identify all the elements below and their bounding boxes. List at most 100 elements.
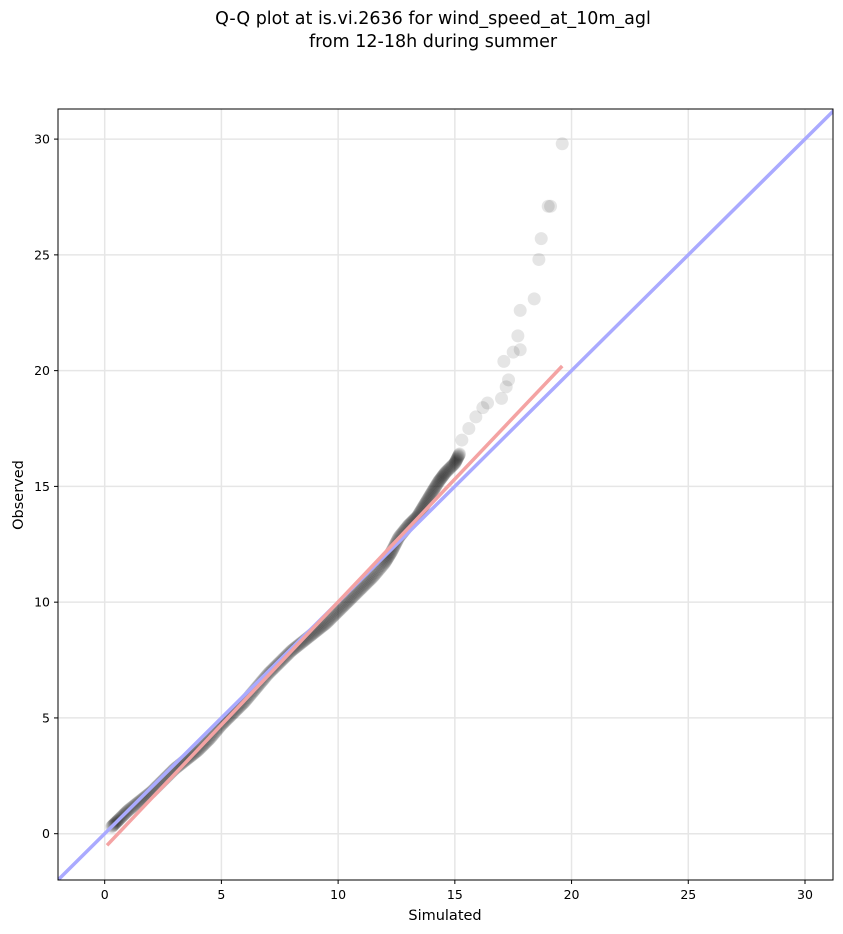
qq-tail-point [555,137,569,151]
qq-tail-point [544,199,558,213]
qq-tail-point [495,391,509,405]
qq-point [339,596,353,610]
qq-point [435,470,449,484]
qq-point [356,580,370,594]
qq-point [433,473,447,487]
qq-point [440,464,454,478]
qq-tail-point [481,396,495,410]
qq-point [443,461,457,475]
qq-point [431,475,445,489]
qq-point [367,568,381,582]
y-tick-label: 30 [34,132,50,147]
qq-point [347,588,361,602]
qq-point [344,592,358,606]
qq-point [441,463,455,477]
qq-point [452,449,466,463]
qq-point [444,460,458,474]
qq-point [439,465,453,479]
qq-point [342,594,356,608]
qq-point [330,606,344,620]
qq-point [358,578,372,592]
qq-tail-point [502,373,516,387]
qq-point [439,466,452,480]
qq-point [424,486,438,500]
qq-tail-point [534,232,548,246]
qq-point [364,572,378,586]
qq-point [366,570,380,584]
qq-point [449,453,463,467]
qq-tail-point [506,345,520,359]
x-tick-label: 15 [447,887,463,902]
identity-line [58,109,833,880]
grid-layer [58,109,833,880]
x-tick-label: 0 [101,887,109,902]
qq-point [447,457,461,471]
qq-tail-point [476,401,490,415]
qq-point [425,485,439,499]
qq-tail-point [527,292,541,306]
qq-point [451,450,465,464]
x-tick-label: 25 [680,887,696,902]
qq-tail-point [499,380,513,394]
qq-point [450,452,464,466]
qq-tail-point [511,329,525,343]
qq-point [352,584,366,598]
qq-tail-point [541,199,555,213]
qq-point [437,467,451,481]
qq-point [426,484,440,498]
x-tick-label: 10 [330,887,346,902]
qq-point [429,478,443,492]
qq-point [336,600,350,614]
qq-point [442,462,456,476]
qq-point [345,591,359,605]
qq-point [343,593,357,607]
ticks-layer: 0 5 10 15 20 25 30 0 5 10 15 20 25 30 [34,132,813,902]
qq-point [445,459,459,473]
y-tick-label: 15 [34,479,50,494]
qq-point [335,601,349,615]
lines-layer [58,109,833,880]
qq-point [351,585,365,599]
qq-point [328,608,342,622]
qq-point [349,587,363,601]
qq-point [452,448,466,462]
x-axis-label: Simulated [408,908,481,924]
x-tick-label: 20 [564,887,580,902]
qq-tail-point [469,410,483,424]
qq-point [436,468,450,482]
qq-point [354,581,368,595]
qq-point [434,472,448,486]
qq-tail-point [462,422,476,436]
qq-point [427,483,441,497]
qq-point [357,579,371,593]
qq-point [350,586,364,600]
qq-point [448,456,462,470]
qq-tail-point [497,354,511,368]
qq-point [329,607,343,621]
chart-title-line-2: from 12-18h during summer [309,32,558,52]
qq-tail-point [455,433,469,447]
qq-point [359,577,373,591]
qq-point [365,571,379,585]
y-tick-label: 5 [42,710,50,725]
y-tick-label: 25 [34,247,50,262]
qq-point [449,454,463,468]
qq-point [434,471,448,485]
y-tick-label: 10 [34,595,50,610]
qq-point [331,604,345,618]
qq-point [453,447,467,461]
qq-point [134,793,148,807]
qq-tail-point [513,303,527,317]
qq-point [432,474,446,488]
x-tick-label: 5 [217,887,225,902]
qq-tail-point [513,343,527,357]
qq-point [428,481,442,495]
qq-point [450,453,464,467]
qq-point [360,575,374,589]
qq-point [436,469,450,483]
x-tick-label: 30 [797,887,813,902]
qq-point [361,574,375,588]
qq-point [423,489,437,503]
qq-point [337,599,351,613]
